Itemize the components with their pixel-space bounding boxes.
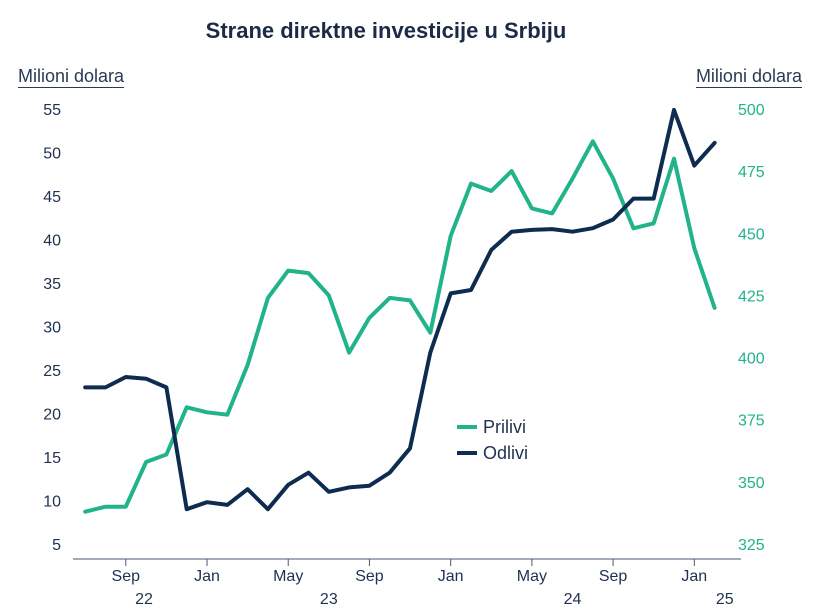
left-tick-label: 15: [43, 450, 61, 467]
right-tick-label: 475: [738, 164, 765, 181]
x-month-label: Jan: [438, 568, 464, 585]
legend-label-odlivi: Odlivi: [483, 443, 528, 463]
x-year-label: 24: [564, 591, 582, 608]
right-tick-label: 400: [738, 351, 765, 368]
left-tick-label: 35: [43, 276, 61, 293]
right-tick-label: 350: [738, 475, 765, 492]
right-tick-label: 325: [738, 537, 765, 554]
left-tick-label: 30: [43, 320, 61, 337]
x-year-label: 23: [320, 591, 338, 608]
left-tick-label: 25: [43, 363, 61, 380]
x-month-label: May: [273, 568, 303, 585]
x-month-label: Sep: [112, 568, 141, 585]
left-tick-label: 5: [52, 537, 61, 554]
legend-label-prilivi: Prilivi: [483, 417, 526, 437]
x-month-label: Jan: [194, 568, 220, 585]
left-tick-label: 40: [43, 233, 61, 250]
x-month-label: May: [517, 568, 547, 585]
left-tick-label: 20: [43, 407, 61, 424]
left-tick-label: 45: [43, 189, 61, 206]
right-tick-label: 500: [738, 102, 765, 119]
left-tick-label: 50: [43, 146, 61, 163]
x-month-label: Sep: [355, 568, 384, 585]
right-tick-label: 375: [738, 413, 765, 430]
series-line-odlivi: [83, 107, 717, 512]
right-tick-label: 425: [738, 288, 765, 305]
chart-title: Strane direktne investicije u Srbiju: [205, 18, 567, 43]
x-month-label: Jan: [681, 568, 707, 585]
right-axis-label: Milioni dolara: [695, 66, 802, 86]
left-tick-label: 10: [43, 494, 61, 511]
right-tick-label: 450: [738, 226, 765, 243]
x-month-label: Sep: [599, 568, 628, 585]
x-year-label: 22: [135, 591, 153, 608]
left-tick-label: 55: [43, 102, 61, 119]
series-line-prilivi: [83, 139, 717, 514]
x-year-label: 25: [716, 591, 734, 608]
left-axis-label: Milioni dolara: [18, 66, 125, 86]
